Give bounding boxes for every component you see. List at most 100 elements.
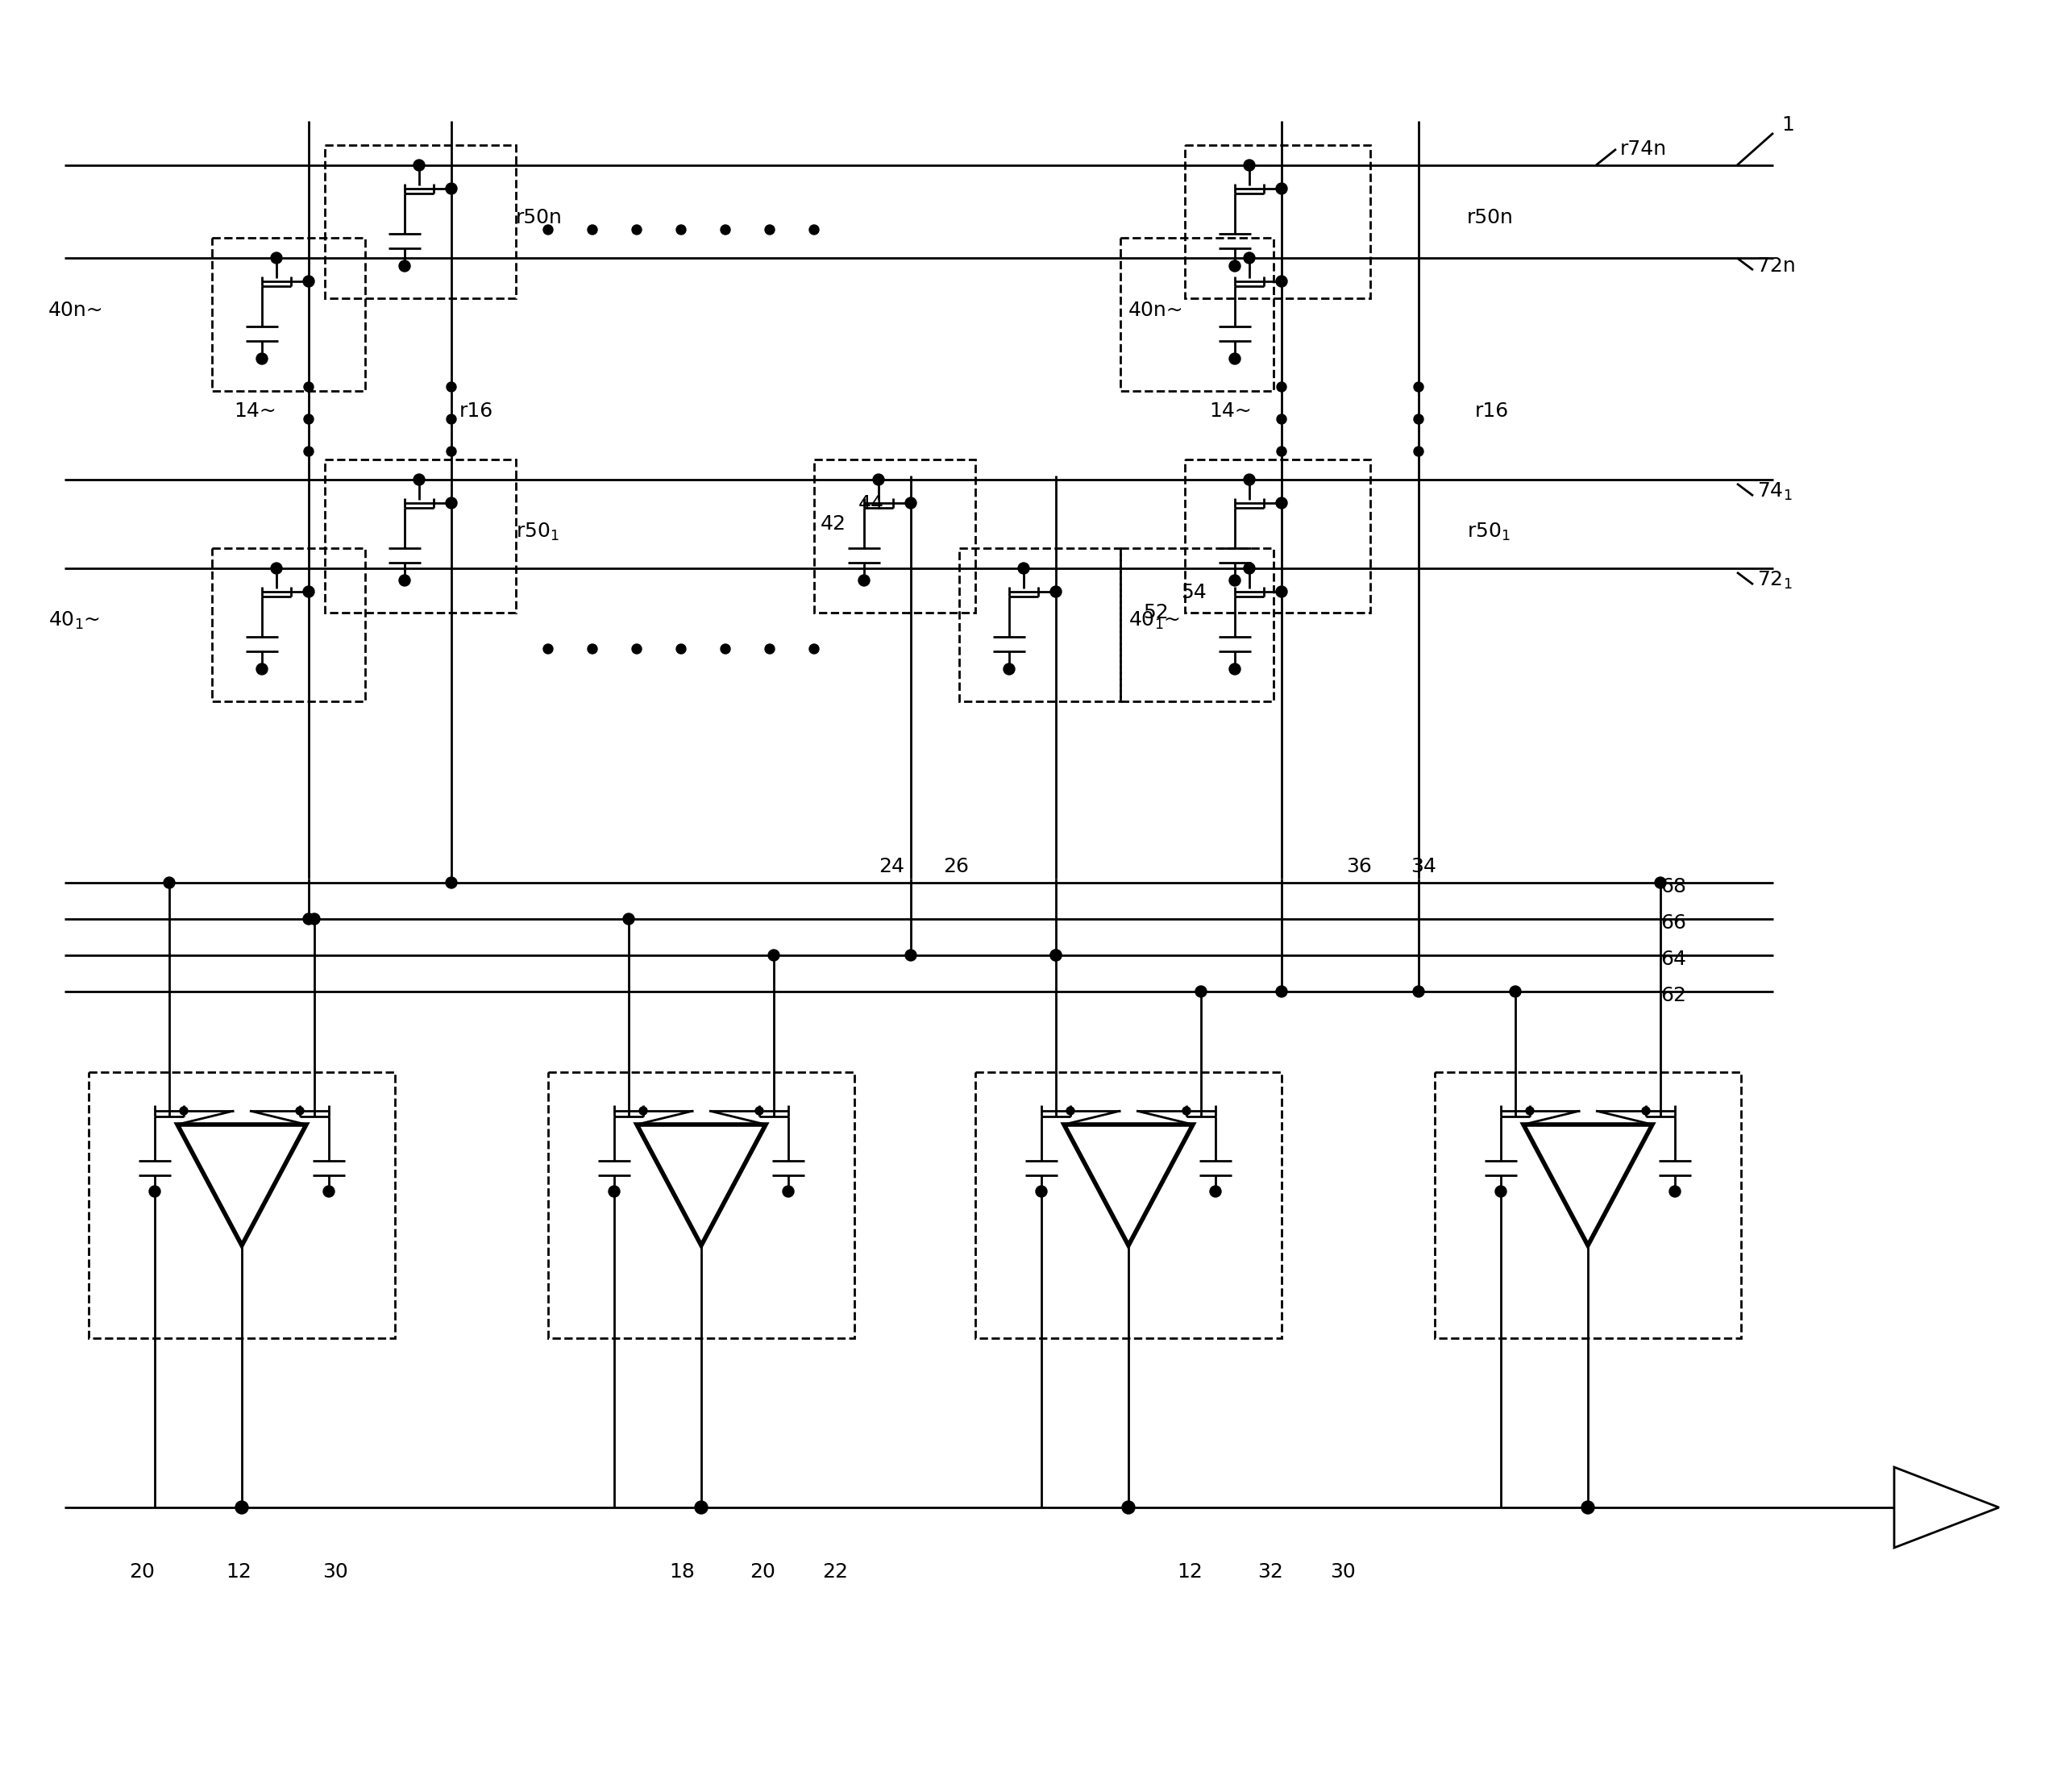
Circle shape [1230,260,1240,272]
Text: 64: 64 [1660,950,1687,969]
Text: 20: 20 [130,1563,154,1582]
Bar [959,548,1121,701]
Circle shape [1066,1107,1074,1115]
Circle shape [905,498,917,509]
Circle shape [302,276,315,287]
Circle shape [272,253,282,263]
Circle shape [323,1186,335,1197]
Circle shape [446,183,457,194]
Circle shape [257,663,267,676]
Circle shape [1244,563,1255,573]
Circle shape [1051,950,1061,961]
Circle shape [1275,498,1288,509]
Circle shape [782,1186,794,1197]
Circle shape [677,226,685,235]
Circle shape [1275,586,1288,597]
Circle shape [905,950,917,961]
Circle shape [304,446,313,457]
Circle shape [765,226,775,235]
Circle shape [1510,986,1520,996]
Circle shape [543,226,553,235]
Circle shape [179,1107,187,1115]
Circle shape [1582,1502,1594,1514]
Circle shape [588,226,597,235]
Circle shape [1230,575,1240,586]
Circle shape [720,226,730,235]
Text: 12: 12 [226,1563,251,1582]
Circle shape [1277,414,1286,425]
Text: 52: 52 [1144,602,1168,622]
Circle shape [1413,446,1423,457]
Text: 72$_1$: 72$_1$ [1757,570,1792,591]
Circle shape [1230,663,1240,676]
Circle shape [1230,353,1240,364]
Text: r74n: r74n [1621,140,1666,159]
Circle shape [1413,414,1423,425]
Text: 40$_1$~: 40$_1$~ [49,609,101,631]
Circle shape [302,914,315,925]
Circle shape [767,950,780,961]
Circle shape [446,414,457,425]
Text: 14~: 14~ [1210,401,1251,421]
Text: 1: 1 [1781,115,1794,134]
Circle shape [446,876,457,889]
Circle shape [1004,663,1014,676]
Circle shape [623,914,634,925]
Text: 44: 44 [858,495,885,514]
Circle shape [1183,1107,1191,1115]
Bar [547,1072,854,1339]
Text: r50n: r50n [1467,208,1514,228]
Circle shape [1495,1186,1506,1197]
Circle shape [1413,382,1423,392]
Circle shape [413,159,426,170]
Circle shape [609,1186,619,1197]
Text: 42: 42 [821,514,845,534]
Text: 36: 36 [1345,857,1372,876]
Circle shape [543,643,553,654]
Circle shape [446,382,457,392]
Circle shape [304,414,313,425]
Circle shape [1037,1186,1047,1197]
Circle shape [296,1107,304,1115]
Circle shape [446,498,457,509]
Text: 12: 12 [1177,1563,1203,1582]
Bar [1185,459,1370,613]
Text: 68: 68 [1660,876,1687,896]
Bar [212,238,366,391]
Text: 40$_1$~: 40$_1$~ [1129,609,1181,631]
Circle shape [148,1186,160,1197]
Text: r50$_1$: r50$_1$ [516,521,560,543]
Circle shape [872,475,885,486]
Text: 34: 34 [1411,857,1436,876]
Text: r50$_1$: r50$_1$ [1467,521,1510,543]
Circle shape [446,446,457,457]
Text: 30: 30 [323,1563,348,1582]
Circle shape [1641,1107,1650,1115]
Circle shape [309,914,321,925]
Circle shape [304,382,313,392]
Circle shape [631,643,642,654]
Bar [212,548,366,701]
Text: 32: 32 [1257,1563,1284,1582]
Circle shape [1670,1186,1681,1197]
Bar [88,1072,395,1339]
Circle shape [858,575,870,586]
Text: 74$_1$: 74$_1$ [1757,482,1792,502]
Circle shape [234,1502,249,1514]
Circle shape [413,475,426,486]
Circle shape [1244,159,1255,170]
Circle shape [695,1502,708,1514]
Text: 22: 22 [823,1563,847,1582]
Text: 40n~: 40n~ [1129,301,1183,321]
Text: 24: 24 [878,857,905,876]
Circle shape [1413,986,1423,996]
Circle shape [1051,586,1061,597]
Circle shape [1277,382,1286,392]
Bar [1434,1072,1740,1339]
Circle shape [1051,950,1061,961]
Circle shape [399,260,409,272]
Text: 30: 30 [1331,1563,1356,1582]
Bar [1121,238,1273,391]
Text: 66: 66 [1660,914,1687,932]
Circle shape [302,586,315,597]
